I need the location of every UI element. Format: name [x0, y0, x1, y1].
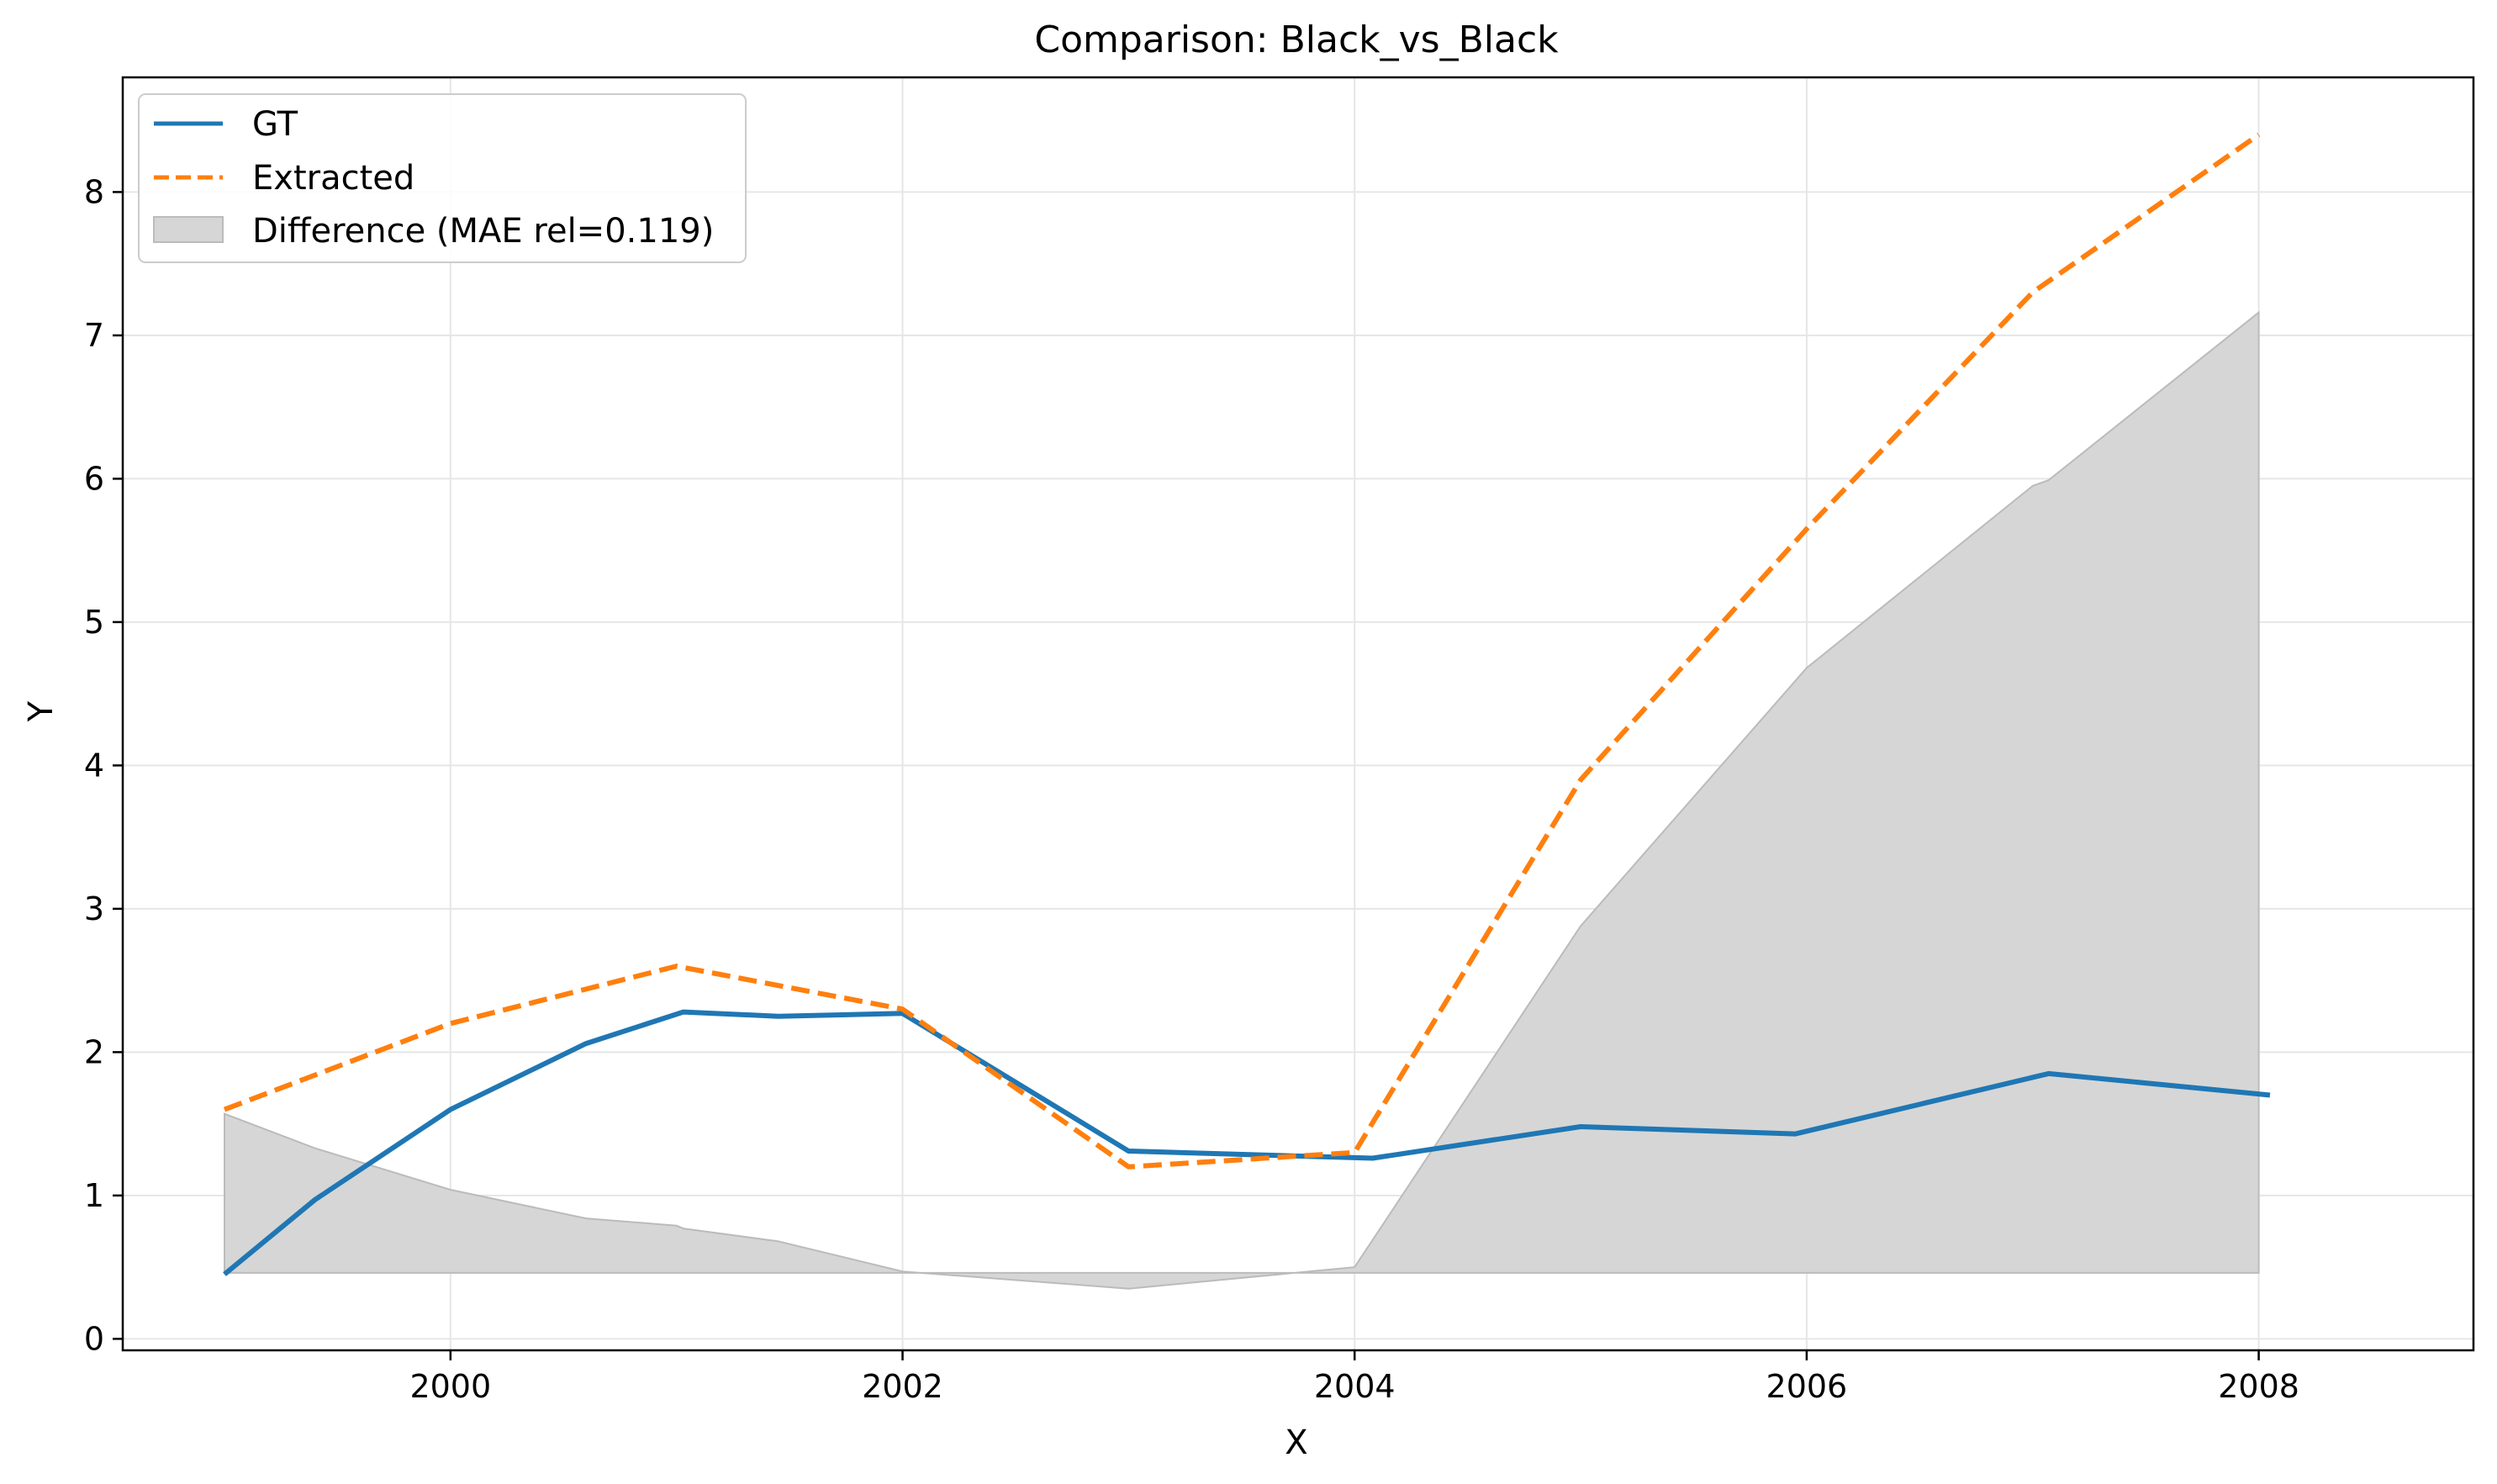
y-tick-label: 4 [84, 747, 104, 784]
x-axis-label: X [1285, 1423, 1307, 1462]
axes-frame [121, 76, 2475, 1352]
y-axis-label: Y [22, 700, 61, 722]
y-tick-label: 0 [84, 1320, 104, 1357]
x-tick-label: 2000 [409, 1368, 491, 1405]
series-line-extracted [223, 132, 2261, 1170]
y-tick-label: 3 [84, 890, 104, 927]
y-tick-label: 5 [84, 604, 104, 641]
legend-difference-label: Difference (MAE rel=0.119) [252, 212, 714, 251]
difference-area [224, 310, 2260, 1290]
y-axis: 0 1 2 3 4 5 6 7 8 [84, 173, 123, 1357]
legend-box [138, 93, 747, 263]
y-tick-label: 2 [84, 1033, 104, 1070]
difference-fill [224, 310, 2260, 1290]
y-tick-label: 6 [84, 460, 104, 497]
series-line-gt [223, 1009, 2271, 1276]
x-tick-label: 2004 [1314, 1368, 1396, 1405]
x-tick-label: 2008 [2218, 1368, 2299, 1405]
chart-title: Comparison: Black_vs_Black [1034, 18, 1559, 61]
legend-extracted-label: Extracted [252, 159, 414, 198]
y-tick-label: 7 [84, 317, 104, 354]
series-lines [223, 132, 2271, 1276]
x-axis: 2000 2002 2004 2006 2008 [409, 1350, 2299, 1405]
legend: GT Extracted Difference (MAE rel=0.119) [138, 93, 747, 263]
y-tick-label: 1 [84, 1177, 104, 1214]
x-tick-label: 2006 [1766, 1368, 1848, 1405]
legend-gt-label: GT [252, 105, 298, 144]
y-tick-label: 8 [84, 173, 104, 210]
x-tick-label: 2002 [862, 1368, 943, 1405]
legend-difference-swatch [153, 216, 224, 243]
